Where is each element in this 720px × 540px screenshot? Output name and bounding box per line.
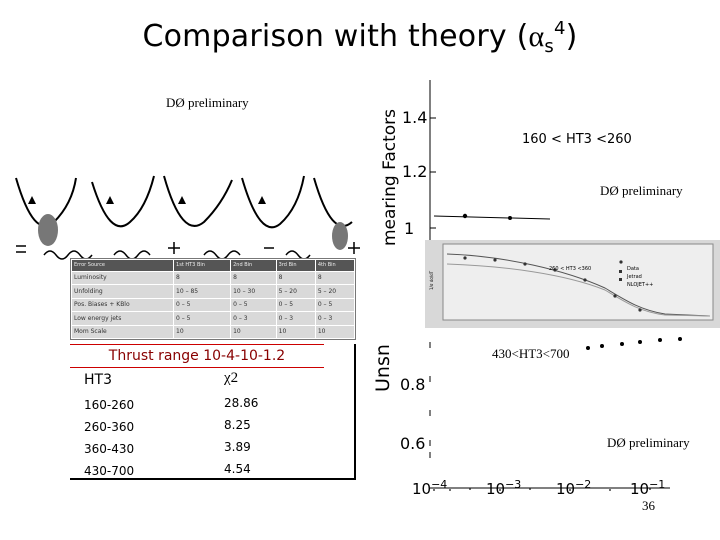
chi2-col-chi2: χ2 <box>224 370 239 386</box>
error-table-header: Error Source 1st HT3 Bin 2nd Bin 3rd Bin… <box>70 259 356 272</box>
page-number: 36 <box>642 498 655 513</box>
table-row: Low energy jets 0 – 5 0 – 3 0 – 3 0 – 3 <box>70 311 356 326</box>
table-row: Mom Scale 10 10 10 10 <box>70 324 356 340</box>
diagram-strip <box>15 175 360 260</box>
preliminary-label-right-top: DØ preliminary <box>600 183 683 198</box>
inset-data-points <box>463 256 642 312</box>
cell: 5 – 20 <box>275 284 316 299</box>
xtick-3: 10−2 <box>556 478 592 498</box>
right-plot <box>429 80 682 491</box>
table-row: Pos. Biases + KBlo 0 – 5 0 – 5 0 – 5 0 –… <box>70 297 356 313</box>
inset-legend-jetrad: Jetrad <box>627 274 642 280</box>
table-row: Luminosity 8 8 8 8 <box>70 270 356 286</box>
cell: 10 <box>173 324 232 340</box>
cell: 8 <box>230 270 277 286</box>
diagram-curve-3 <box>163 175 233 227</box>
chi2-table: Thrust range 10-4-10-1.2 HT3 χ2 160-260 … <box>70 344 356 480</box>
cell: 10 – 30 <box>230 284 277 299</box>
inset-range: 260 < HT3 <360 <box>549 266 592 272</box>
xtick-2: 10−3 <box>486 478 522 498</box>
arrow-2 <box>106 196 114 204</box>
cell: 0 – 5 <box>275 297 316 313</box>
y-label-top: mearing Factors <box>380 108 400 246</box>
header-cell: 1st HT3 Bin <box>173 259 232 272</box>
cell: 8 <box>314 270 356 286</box>
cell: 8 <box>173 270 232 286</box>
ht3-range-bottom: 430<HT3<700 <box>492 346 570 361</box>
cell: 10 <box>230 324 277 340</box>
blob-2 <box>332 222 348 250</box>
alpha-symbol: α <box>528 20 545 53</box>
cell: 0 – 5 <box>173 311 232 326</box>
cell: 10 <box>275 324 316 340</box>
cell: 10 – 85 <box>173 284 232 299</box>
chi2-row-value: 3.89 <box>224 440 251 454</box>
slide-title: Comparison with theory (αs4) <box>0 18 720 57</box>
cell: 0 – 3 <box>314 311 356 326</box>
xtick-4: 10−1 <box>630 478 666 498</box>
arrow-1 <box>28 196 36 204</box>
xtick-1: 10−4 <box>412 478 448 498</box>
cell: 8 <box>275 270 316 286</box>
chi2-row-value: 4.54 <box>224 462 251 476</box>
cell: Mom Scale <box>70 324 175 340</box>
ht3-range-top: 160 < HT3 <260 <box>522 132 632 147</box>
inset-curve-nlojet <box>446 263 711 317</box>
blob-1 <box>38 214 58 246</box>
cell: 0 – 5 <box>173 297 232 313</box>
cell: Low energy jets <box>70 311 175 326</box>
cell: 0 – 3 <box>275 311 316 326</box>
header-cell: Error Source <box>70 259 175 272</box>
error-table: Error Source 1st HT3 Bin 2nd Bin 3rd Bin… <box>70 258 356 340</box>
cell: Pos. Biases + KBlo <box>70 297 175 313</box>
cell: 0 – 5 <box>314 297 356 313</box>
cell: 0 – 5 <box>230 297 277 313</box>
ytick-1.4: 1.4 <box>402 108 428 127</box>
ytick-1.2: 1.2 <box>402 162 428 181</box>
title-close: ) <box>565 19 578 54</box>
diagram-curve-2 <box>91 175 155 228</box>
chi2-row-range: 430-700 <box>84 464 135 478</box>
chi2-col-ht3: HT3 <box>84 372 112 388</box>
ytick-0.8: 0.8 <box>400 375 426 394</box>
chi2-row-value: 28.86 <box>224 396 259 410</box>
inset-legend-nlojet: NLOJET++ <box>627 282 654 288</box>
chi2-table-header: Thrust range 10-4-10-1.2 <box>70 344 324 368</box>
arrow-3 <box>178 196 186 204</box>
cell: 10 <box>314 324 356 340</box>
chi2-row-value: 8.25 <box>224 418 251 432</box>
header-cell: 4th Bin <box>314 259 356 272</box>
inset-legend-data: Data <box>627 266 639 272</box>
cell: Luminosity <box>70 270 175 286</box>
svg-text:1/σ dσ/dT: 1/σ dσ/dT <box>429 270 434 290</box>
chi2-row-range: 360-430 <box>84 442 135 456</box>
cell: Unfolding <box>70 284 175 299</box>
inset-curve-jetrad <box>446 253 711 317</box>
preliminary-label-right-bottom: DØ preliminary <box>607 435 690 450</box>
title-subscript: s <box>544 36 554 57</box>
diagram-curve-4 <box>241 175 305 229</box>
cell: 0 – 3 <box>230 311 277 326</box>
header-cell: 2nd Bin <box>230 259 277 272</box>
title-superscript: 4 <box>554 18 566 39</box>
table-row: Unfolding 10 – 85 10 – 30 5 – 20 5 – 20 <box>70 284 356 299</box>
inset-svg: 1/σ dσ/dT <box>429 243 714 321</box>
chi2-row-range: 260-360 <box>84 420 135 434</box>
ytick-1: 1 <box>404 219 415 238</box>
header-cell: 3rd Bin <box>275 259 316 272</box>
ytick-0.6: 0.6 <box>400 434 426 453</box>
cell: 5 – 20 <box>314 284 356 299</box>
arrow-4 <box>258 196 266 204</box>
preliminary-label-left: DØ preliminary <box>166 95 249 110</box>
diagram-curve-5 <box>313 177 353 228</box>
inset-plot: 1/σ dσ/dT 260 < HT3 <360 Data Jetrad NLO… <box>425 240 720 328</box>
bottom-data-points <box>586 337 682 350</box>
chi2-row-range: 160-260 <box>84 398 135 412</box>
y-label-bottom: Unsn <box>372 344 394 392</box>
title-text: Comparison with theory ( <box>142 19 529 54</box>
